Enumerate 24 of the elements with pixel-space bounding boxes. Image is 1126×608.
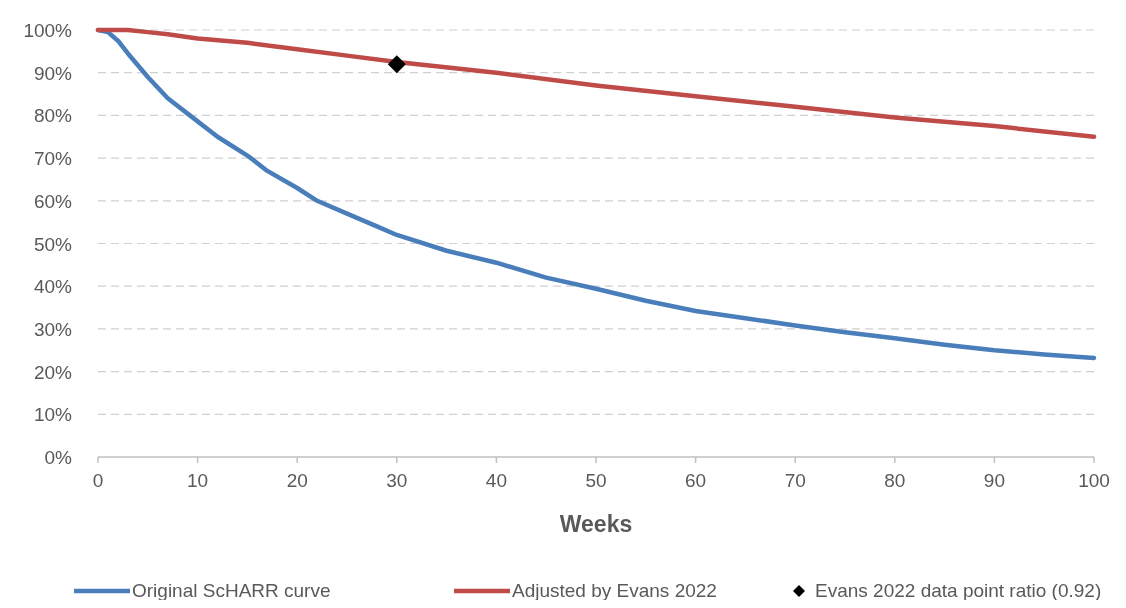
x-tick-label: 0 — [92, 470, 104, 491]
y-tick-label: 30% — [33, 318, 73, 340]
y-tick-label: 10% — [33, 404, 73, 426]
x-tick-label: 80 — [884, 470, 906, 491]
y-tick-label: 90% — [33, 62, 73, 84]
y-tick-label: 100% — [23, 20, 73, 41]
y-tick-label: 40% — [33, 276, 73, 298]
x-tick-label: 30 — [386, 470, 408, 491]
y-tick-label: 80% — [33, 105, 73, 127]
line-series — [95, 27, 1097, 139]
x-tick-label: 10 — [187, 470, 209, 491]
x-tick-label: 20 — [286, 470, 308, 491]
x-axis-title: Weeks — [559, 511, 633, 537]
x-tick-label: 40 — [485, 470, 507, 491]
x-tick-label: 70 — [784, 470, 806, 491]
x-tick-label: 100 — [1078, 470, 1110, 491]
y-tick-label: 20% — [33, 361, 73, 383]
x-tick-label: 50 — [585, 470, 607, 491]
y-tick-label: 0% — [44, 447, 73, 468]
x-tick-label: 60 — [685, 470, 707, 491]
x-tick-label: 90 — [983, 470, 1005, 491]
y-tick-label: 50% — [33, 233, 73, 255]
y-tick-label: 60% — [33, 190, 73, 212]
y-tick-label: 70% — [33, 148, 73, 170]
